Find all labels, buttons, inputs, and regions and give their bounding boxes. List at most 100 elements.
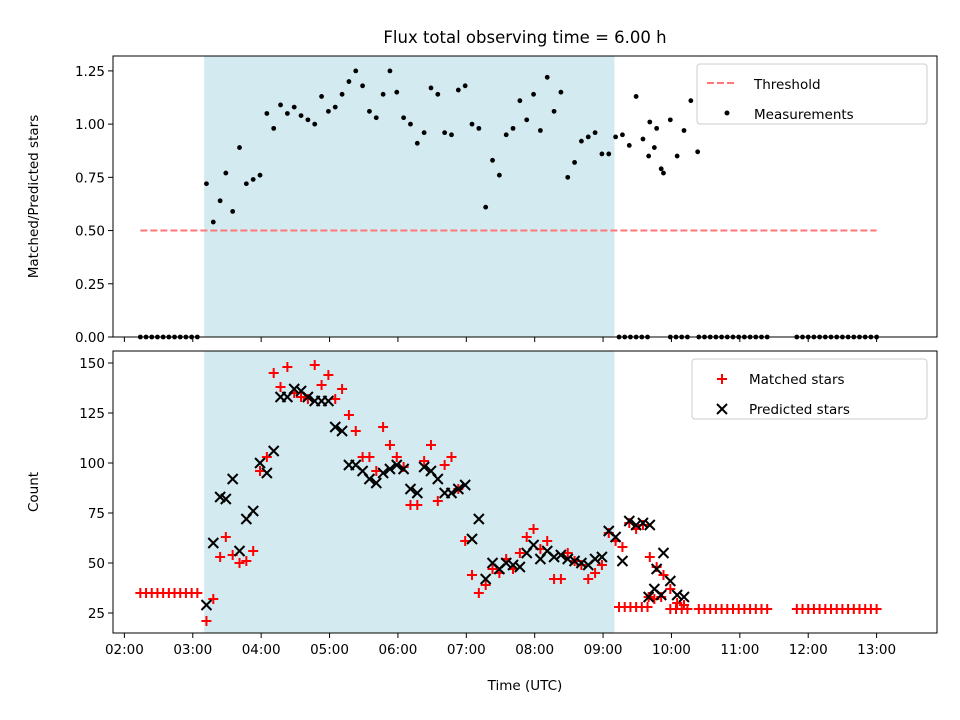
measurement-point — [237, 145, 242, 150]
measurement-point — [626, 143, 632, 148]
measurement-point — [524, 117, 530, 123]
measurement-point — [674, 153, 680, 159]
predicted-star-point — [609, 531, 622, 543]
matched-star-point — [425, 440, 436, 450]
measurements-legend-swatch — [724, 110, 730, 116]
x-tick-label: 13:00 — [857, 642, 896, 658]
measurement-point — [428, 85, 434, 91]
measurement-point — [579, 138, 584, 144]
predicted-star-point — [411, 487, 424, 499]
measurement-point — [449, 132, 454, 138]
predicted-legend-swatch — [716, 403, 728, 415]
predicted-star-point — [678, 591, 690, 603]
measurement-point — [346, 79, 352, 84]
measurement-point — [646, 153, 652, 159]
measurement-point — [353, 68, 359, 74]
predicted-star-point — [616, 555, 629, 567]
predicted-star-point — [655, 589, 667, 601]
measurement-point — [217, 198, 223, 204]
predicted-star-point — [432, 473, 444, 485]
matched-star-point — [665, 584, 676, 594]
matched-star-point — [241, 556, 252, 566]
predicted-star-point — [200, 599, 213, 611]
predicted-star-point — [664, 575, 677, 587]
matched-star-point — [432, 496, 443, 506]
y-tick-label: 150 — [79, 356, 105, 372]
measurement-point — [613, 134, 619, 140]
measurement-point — [435, 91, 441, 97]
predicted-star-point — [288, 383, 300, 395]
chart-title: Flux total observing time = 6.00 h — [383, 28, 666, 47]
matched-star-point — [201, 616, 212, 626]
predicted-star-point — [207, 537, 220, 549]
matched-star-point — [480, 580, 491, 590]
matched-star-point — [275, 382, 286, 392]
measurement-point — [339, 91, 345, 97]
measurement-point — [455, 87, 461, 93]
ratio-x-ticks — [123, 337, 878, 342]
observing-window-band — [204, 351, 615, 633]
predicted-star-point — [226, 473, 239, 485]
predicted-star-point — [568, 555, 581, 567]
measurement-point — [408, 121, 413, 127]
measurement-point — [243, 181, 249, 187]
x-tick-label: 02:00 — [105, 642, 144, 658]
ratio-panel: 0.00 0.25 0.50 0.75 1.00 1.25 Flux total obse… — [26, 28, 938, 346]
x-tick-label: 12:00 — [789, 642, 828, 658]
x-tick-label: 05:00 — [310, 642, 349, 658]
measurement-point — [658, 166, 664, 172]
matched-star-point — [282, 362, 293, 372]
count-x-ticks: 02:00 03:00 04:00 05:00 06:00 07:00 08:00 09:00… — [105, 633, 896, 658]
measurement-point — [469, 121, 475, 127]
observing-window-rect — [204, 56, 615, 337]
predicted-star-point — [657, 547, 670, 559]
y-tick-label: 125 — [79, 406, 105, 422]
measurement-point — [531, 91, 536, 97]
predicted-star-point — [322, 395, 335, 407]
measurement-point — [599, 151, 605, 157]
measurement-point — [661, 170, 666, 176]
predicted-star-point — [247, 505, 259, 517]
matched-star-point — [391, 452, 402, 462]
predicted-star-point — [507, 559, 519, 571]
measurement-point — [230, 209, 236, 214]
predicted-star-point — [452, 483, 465, 495]
x-tick-label: 06:00 — [378, 642, 417, 658]
measurement-point — [695, 149, 701, 155]
measurement-point — [517, 98, 523, 104]
predicted-star-point — [555, 549, 567, 561]
matched-star-point — [371, 466, 382, 476]
predicted-star-point — [220, 493, 232, 505]
matched-star-point — [337, 384, 348, 394]
matched-star-point — [364, 452, 375, 462]
matched-star-point — [583, 574, 594, 584]
measurement-point — [367, 108, 372, 114]
predicted-star-point — [466, 533, 478, 545]
y-tick-label: 1.00 — [75, 117, 105, 133]
y-tick-label: 0.00 — [75, 330, 105, 346]
measurement-point — [257, 172, 263, 178]
predicted-star-point — [500, 557, 512, 569]
measurement-point — [278, 102, 283, 108]
matched-star-point — [255, 466, 266, 476]
matched-star-point — [439, 460, 450, 470]
predicted-star-point — [445, 487, 458, 499]
y-tick-label: 75 — [88, 506, 105, 522]
count-y-axis-label: Count — [26, 472, 42, 512]
x-tick-label: 09:00 — [584, 642, 623, 658]
measurement-point — [654, 125, 660, 131]
matched-star-point — [446, 452, 457, 462]
predicted-star-point — [459, 479, 471, 491]
count-legend: Matched stars Predicted stars — [691, 358, 928, 420]
matched-star-point — [672, 598, 683, 608]
matched-star-point — [658, 570, 669, 580]
ratio-legend: Threshold Measurements — [696, 63, 928, 125]
measurement-point — [394, 89, 400, 95]
x-tick-label: 11:00 — [720, 642, 759, 658]
measurement-point — [298, 113, 304, 119]
matched-star-point — [762, 604, 773, 614]
y-tick-label: 0.75 — [75, 170, 105, 186]
matched-star-point — [323, 370, 334, 380]
measurement-point — [250, 177, 256, 182]
x-tick-label: 08:00 — [515, 642, 554, 658]
